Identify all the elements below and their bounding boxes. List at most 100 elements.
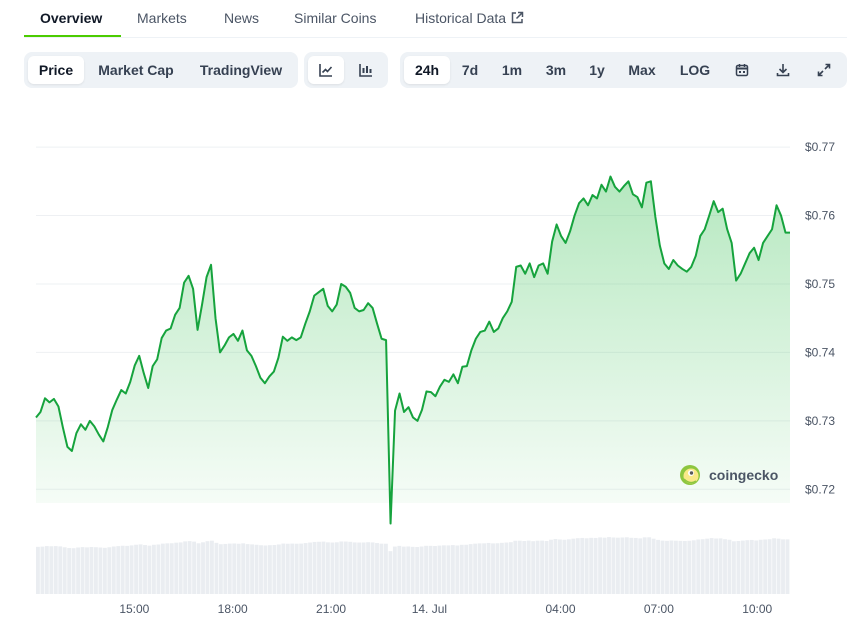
tab-similar-coins[interactable]: Similar Coins	[294, 10, 377, 26]
volume-bar	[85, 547, 89, 594]
x-tick-label: 14. Jul	[412, 602, 447, 616]
range-1y-button[interactable]: 1y	[589, 62, 605, 78]
volume-bar	[236, 543, 241, 594]
volume-bar	[174, 542, 179, 594]
volume-bar	[187, 541, 192, 594]
volume-bar	[71, 548, 76, 594]
volume-bar	[321, 541, 326, 594]
volume-bar	[732, 541, 736, 594]
volume-bar	[361, 542, 366, 594]
volume-bar	[152, 544, 156, 594]
calendar-icon	[735, 64, 749, 77]
chart-style-toggle	[304, 52, 388, 88]
volume-bar	[593, 537, 598, 594]
volume-bar	[450, 545, 455, 594]
tab-markets[interactable]: Markets	[137, 10, 187, 26]
active-tab-indicator	[24, 35, 121, 37]
volume-bar	[36, 546, 40, 594]
range-1m-button[interactable]: 1m	[501, 62, 523, 78]
x-tick-label: 15:00	[119, 602, 149, 616]
volume-bar	[89, 546, 94, 594]
fullscreen-icon	[817, 63, 831, 77]
volume-bar	[98, 547, 103, 594]
volume-bar	[263, 545, 268, 594]
volume-bar	[299, 543, 304, 594]
price-line	[35, 175, 790, 525]
volume-bar	[326, 542, 330, 594]
volume-bar	[674, 540, 678, 594]
time-range-toolbar: 24h 7d 1m 3m 1y Max LOG	[400, 52, 847, 88]
volume-bar	[633, 537, 638, 594]
volume-bar	[165, 543, 170, 594]
volume-bar	[522, 541, 527, 594]
market-cap-button[interactable]: Market Cap	[98, 62, 174, 78]
volume-bar	[486, 542, 491, 594]
volume-bar	[111, 546, 116, 594]
volume-bar	[500, 542, 504, 594]
volume-bar	[571, 538, 576, 594]
volume-bar	[620, 537, 625, 594]
tab-news[interactable]: News	[224, 10, 260, 26]
chart-mode-toggle: Price Market Cap TradingView	[24, 52, 298, 88]
volume-bar	[58, 546, 63, 594]
line-chart-button[interactable]	[308, 56, 344, 84]
volume-bar	[442, 545, 446, 594]
tab-overview[interactable]: Overview	[40, 10, 103, 26]
volume-bar	[53, 546, 58, 594]
fullscreen-button[interactable]	[806, 56, 842, 84]
volume-bar	[754, 540, 759, 594]
volume-bar	[736, 541, 741, 594]
y-axis: $0.77 $0.76 $0.75 $0.74 $0.73 $0.72	[805, 140, 835, 496]
x-tick-label: 21:00	[316, 602, 346, 616]
volume-bar	[446, 545, 451, 594]
volume-bar	[210, 540, 214, 594]
volume-bar	[160, 543, 165, 594]
volume-bar	[558, 539, 562, 594]
range-max-button[interactable]: Max	[628, 62, 656, 78]
x-tick-label: 18:00	[218, 602, 248, 616]
price-button[interactable]: Price	[28, 56, 84, 84]
log-scale-button[interactable]: LOG	[679, 62, 711, 78]
volume-bar	[44, 546, 49, 594]
volume-bar	[406, 546, 411, 594]
y-tick-label: $0.76	[805, 209, 835, 223]
download-button[interactable]	[765, 56, 801, 84]
range-24h-button[interactable]: 24h	[404, 56, 450, 84]
volume-bar	[303, 543, 308, 594]
range-3m-button[interactable]: 3m	[545, 62, 567, 78]
coingecko-watermark: coingecko	[680, 465, 778, 485]
calendar-button[interactable]	[724, 56, 760, 84]
tab-bar: Overview Markets News Similar Coins Hist…	[24, 0, 847, 38]
volume-bar	[223, 543, 228, 594]
volume-bar	[540, 540, 545, 594]
volume-bar	[598, 537, 603, 594]
volume-bar	[624, 537, 629, 594]
volume-bar	[763, 539, 768, 594]
candlestick-chart-button[interactable]	[348, 56, 384, 84]
volume-bar	[562, 539, 567, 594]
candlestick-chart-icon	[359, 64, 372, 77]
volume-bar	[584, 538, 589, 594]
volume-bar	[40, 546, 45, 594]
volume-bar	[232, 543, 237, 594]
tab-historical-data[interactable]: Historical Data	[415, 10, 524, 26]
x-tick-label: 04:00	[546, 602, 576, 616]
volume-bar	[116, 546, 121, 594]
volume-bar	[602, 537, 607, 594]
volume-bar	[415, 546, 420, 594]
volume-bar	[317, 541, 321, 594]
volume-bar	[290, 543, 295, 594]
volume-bar	[785, 539, 790, 594]
volume-bar	[491, 543, 495, 594]
volume-bar	[665, 540, 669, 594]
volume-bar	[401, 546, 406, 594]
range-7d-button[interactable]: 7d	[461, 62, 479, 78]
volume-bar	[392, 546, 397, 594]
volume-bar	[205, 541, 210, 594]
tradingview-button[interactable]: TradingView	[199, 62, 283, 78]
y-tick-label: $0.77	[805, 140, 835, 154]
volume-bar	[76, 547, 81, 594]
x-tick-label: 07:00	[644, 602, 674, 616]
volume-bar	[700, 539, 705, 594]
y-tick-label: $0.74	[805, 345, 835, 359]
